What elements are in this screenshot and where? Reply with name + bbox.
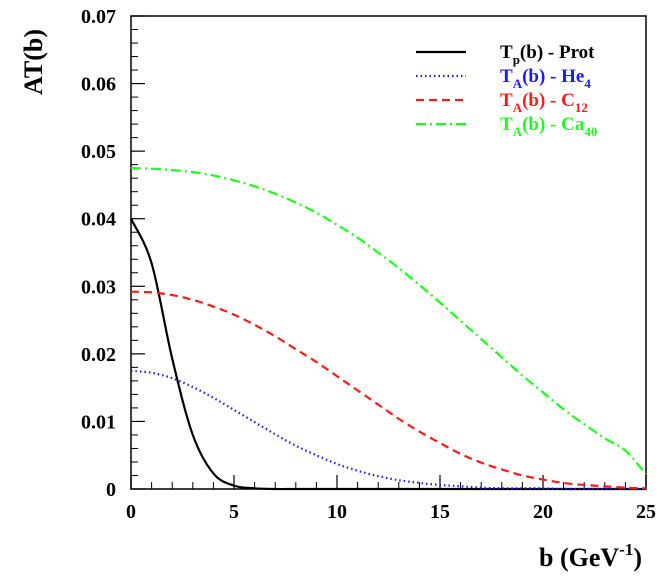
- x-tick-label: 5: [229, 501, 239, 523]
- y-axis-ticks: 0 0.01 0.02 0.03 0.04 0.05 0.06 0.07: [81, 6, 145, 501]
- x-axis-label: b (GeV-1): [539, 540, 642, 572]
- x-tick-label: 25: [636, 501, 656, 523]
- y-tick-label: 0.04: [81, 209, 116, 231]
- y-tick-label: 0.01: [81, 411, 116, 433]
- x-axis-label-main: b (GeV: [539, 543, 619, 572]
- y-tick-label: 0.06: [81, 74, 116, 96]
- legend-label-he4: TA(b) - He4: [500, 66, 591, 91]
- y-tick-label: 0: [106, 479, 116, 501]
- x-tick-label: 15: [430, 501, 450, 523]
- series-layer: [130, 166, 647, 491]
- y-axis-label: AT(b): [19, 29, 48, 95]
- legend-label-ca40: TA(b) - Ca40: [500, 114, 597, 139]
- x-axis-label-superscript: -1: [619, 540, 633, 559]
- y-tick-label: 0.05: [81, 141, 116, 163]
- series-line-he4: [130, 369, 646, 491]
- x-tick-label: 10: [327, 501, 347, 523]
- x-axis-ticks: 0 5 10 15 20 25: [126, 475, 656, 523]
- x-tick-label: 0: [126, 501, 136, 523]
- series-line-c12: [130, 290, 647, 490]
- legend-label-prot: Tp(b) - Prot: [500, 42, 595, 67]
- x-axis-label-close: ): [633, 543, 642, 572]
- x-tick-label: 20: [533, 501, 553, 523]
- legend-label-c12: TA(b) - C12: [500, 90, 588, 115]
- series-line-prot: [130, 218, 646, 491]
- series-line-ca40: [130, 166, 647, 475]
- y-tick-label: 0.02: [81, 344, 116, 366]
- y-tick-label: 0.07: [81, 6, 116, 28]
- y-tick-label: 0.03: [81, 276, 116, 298]
